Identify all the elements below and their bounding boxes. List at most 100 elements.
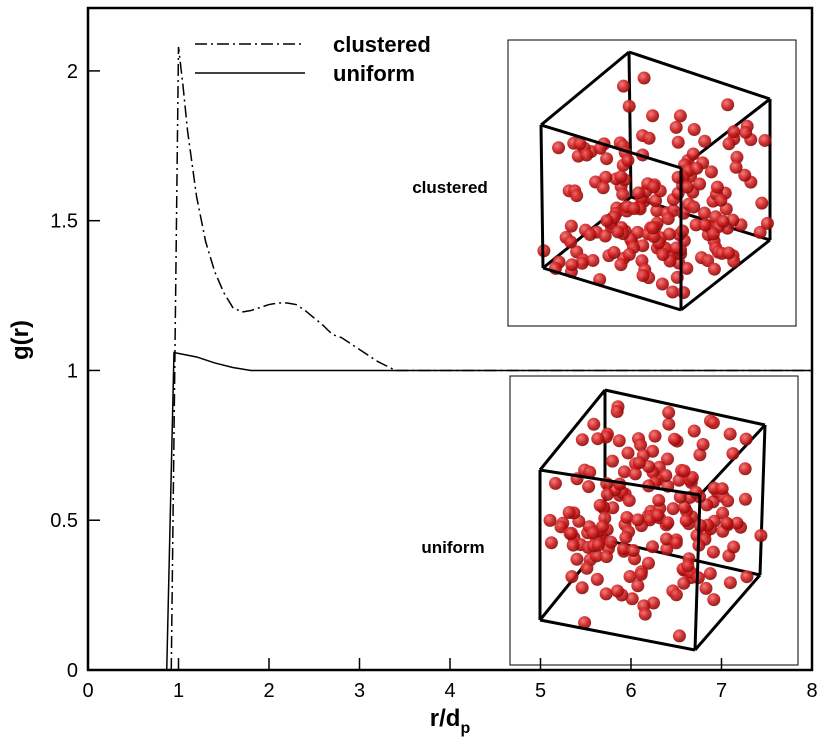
cube-edge xyxy=(693,574,762,651)
sphere xyxy=(583,228,597,242)
cube-edge xyxy=(758,424,767,576)
sphere xyxy=(647,180,661,194)
sphere xyxy=(678,500,692,514)
sphere xyxy=(586,253,600,267)
sphere xyxy=(634,438,648,452)
sphere xyxy=(617,542,631,556)
sphere xyxy=(699,581,713,595)
sphere xyxy=(641,556,655,570)
sphere xyxy=(575,256,589,270)
sphere xyxy=(686,147,700,161)
cube xyxy=(537,50,774,312)
sphere xyxy=(740,570,754,584)
x-tick-label: 6 xyxy=(625,680,636,702)
sphere xyxy=(701,253,715,267)
sphere xyxy=(642,131,656,145)
x-tick-label: 3 xyxy=(354,680,365,702)
sphere xyxy=(706,545,720,559)
sphere xyxy=(599,170,613,184)
sphere xyxy=(729,160,743,174)
sphere xyxy=(617,465,631,479)
sphere xyxy=(671,135,685,149)
sphere xyxy=(687,200,701,214)
sphere xyxy=(758,133,772,147)
sphere xyxy=(656,248,670,262)
sphere xyxy=(612,434,626,448)
sphere xyxy=(661,516,675,530)
sphere xyxy=(646,109,660,123)
sphere xyxy=(687,424,701,438)
sphere xyxy=(552,141,566,155)
sphere xyxy=(710,180,724,194)
sphere xyxy=(650,204,664,218)
sphere xyxy=(627,202,641,216)
sphere xyxy=(593,498,607,512)
sphere xyxy=(590,572,604,586)
sphere xyxy=(738,462,752,476)
cube-edge xyxy=(539,124,545,269)
sphere xyxy=(631,513,645,527)
sphere xyxy=(730,150,744,164)
y-tick-label: 0 xyxy=(67,660,78,682)
sphere xyxy=(566,538,580,552)
sphere xyxy=(610,584,624,598)
sphere xyxy=(565,570,579,584)
sphere xyxy=(600,214,614,228)
x-tick-label: 1 xyxy=(173,680,184,702)
sphere xyxy=(587,417,601,431)
annotation: clustered xyxy=(412,178,488,197)
sphere xyxy=(617,79,631,93)
sphere xyxy=(714,193,728,207)
sphere xyxy=(622,247,636,261)
sphere xyxy=(562,505,576,519)
cube-edge xyxy=(539,468,701,497)
sphere xyxy=(598,229,612,243)
sphere xyxy=(564,526,578,540)
sphere xyxy=(628,467,642,481)
sphere xyxy=(676,224,690,238)
sphere xyxy=(706,416,720,430)
sphere xyxy=(575,581,589,595)
sphere xyxy=(631,579,645,593)
sphere xyxy=(662,406,676,420)
sphere xyxy=(716,214,730,228)
sphere xyxy=(605,454,619,468)
sphere xyxy=(694,519,708,533)
sphere xyxy=(632,456,646,470)
sphere xyxy=(755,196,769,210)
sphere xyxy=(614,170,628,184)
sphere xyxy=(726,447,740,461)
y-tick-label: 1 xyxy=(67,360,78,382)
cube-edge xyxy=(693,494,702,651)
sphere xyxy=(614,258,628,272)
sphere xyxy=(600,550,614,564)
sphere xyxy=(698,134,712,148)
sphere xyxy=(696,437,710,451)
sphere xyxy=(632,186,646,200)
sphere xyxy=(611,225,625,239)
sphere xyxy=(621,446,635,460)
x-axis-title-sub: p xyxy=(460,720,470,737)
sphere xyxy=(722,246,736,260)
cube-edge xyxy=(680,238,771,312)
sphere xyxy=(548,476,562,490)
legend-label: uniform xyxy=(333,61,415,86)
sphere xyxy=(660,532,674,546)
sphere xyxy=(623,569,637,583)
x-axis-title-main: r/d xyxy=(430,705,461,732)
x-tick-label: 0 xyxy=(82,680,93,702)
cube-edge xyxy=(539,618,696,652)
sphere xyxy=(661,212,675,226)
sphere xyxy=(543,513,557,527)
sphere xyxy=(582,480,596,494)
x-tick-label: 2 xyxy=(263,680,274,702)
sphere xyxy=(730,516,744,530)
sphere xyxy=(681,559,695,573)
sphere xyxy=(622,494,636,508)
sphere xyxy=(573,137,587,151)
sphere xyxy=(655,277,669,291)
sphere xyxy=(669,588,683,602)
sphere xyxy=(610,404,624,418)
sphere xyxy=(604,535,618,549)
